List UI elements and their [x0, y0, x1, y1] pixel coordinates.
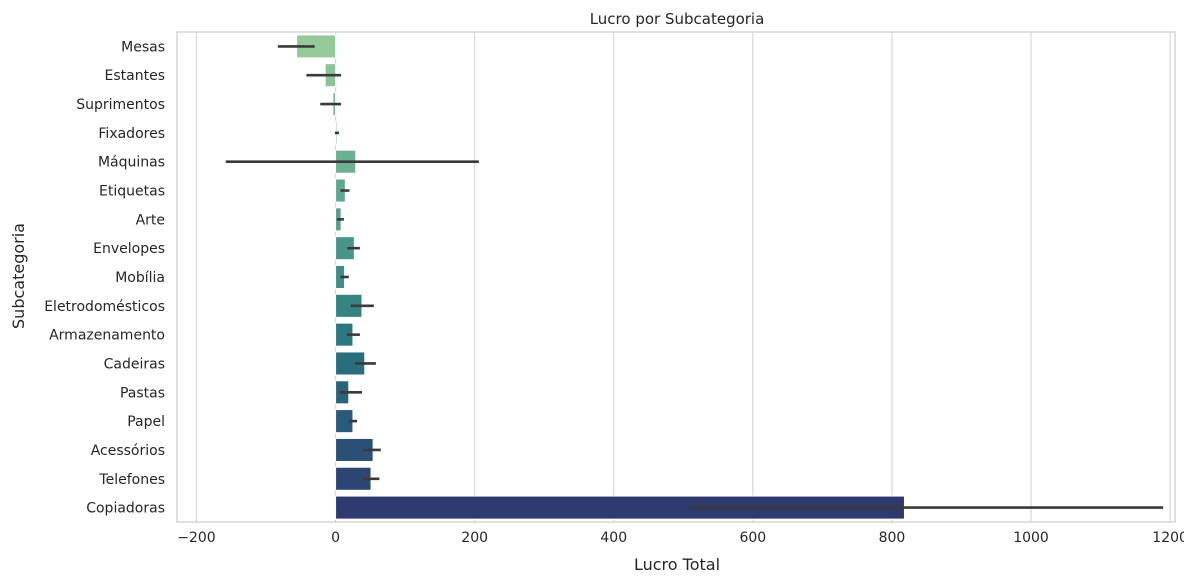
y-tick-label: Pastas [120, 385, 165, 401]
y-tick-label: Máquinas [98, 155, 165, 171]
y-tick-label: Arte [136, 212, 165, 228]
y-tick-label: Telefones [98, 472, 165, 488]
chart-title: Lucro por Subcategoria [590, 10, 765, 28]
y-tick-label: Envelopes [93, 241, 165, 257]
y-tick-label: Eletrodomésticos [44, 299, 165, 315]
x-tick-label: 1200 [1152, 530, 1184, 546]
x-tick-label: 800 [879, 530, 906, 546]
y-tick-labels: Mesas Estantes Suprimentos Fixadores Máquina… [44, 39, 165, 516]
plot-frame [176, 31, 1176, 523]
x-tick-labels: −200 0 200 400 600 800 1000 1200 [177, 530, 1184, 546]
y-tick-label: Suprimentos [76, 97, 165, 113]
x-tick-label: 0 [331, 530, 340, 546]
x-tick-label: 600 [739, 530, 766, 546]
y-tick-label: Mobília [115, 270, 165, 286]
y-tick-label: Papel [127, 414, 165, 430]
y-tick-label: Etiquetas [99, 184, 165, 200]
y-tick-label: Armazenamento [49, 328, 165, 344]
x-axis-label: Lucro Total [634, 555, 720, 574]
x-tick-label: 1000 [1013, 530, 1049, 546]
y-tick-label: Fixadores [98, 126, 165, 142]
error-bars-group [225, 45, 1164, 509]
y-tick-label: Mesas [121, 39, 165, 55]
y-tick-label: Copiadoras [86, 501, 165, 517]
y-axis-label: Subcategoria [9, 223, 28, 329]
x-tick-label: 200 [461, 530, 488, 546]
x-tick-label: 400 [600, 530, 627, 546]
y-tick-label: Acessórios [91, 443, 165, 459]
y-tick-label: Estantes [105, 68, 165, 84]
x-tick-label: −200 [177, 530, 215, 546]
y-tick-label: Cadeiras [104, 356, 165, 372]
